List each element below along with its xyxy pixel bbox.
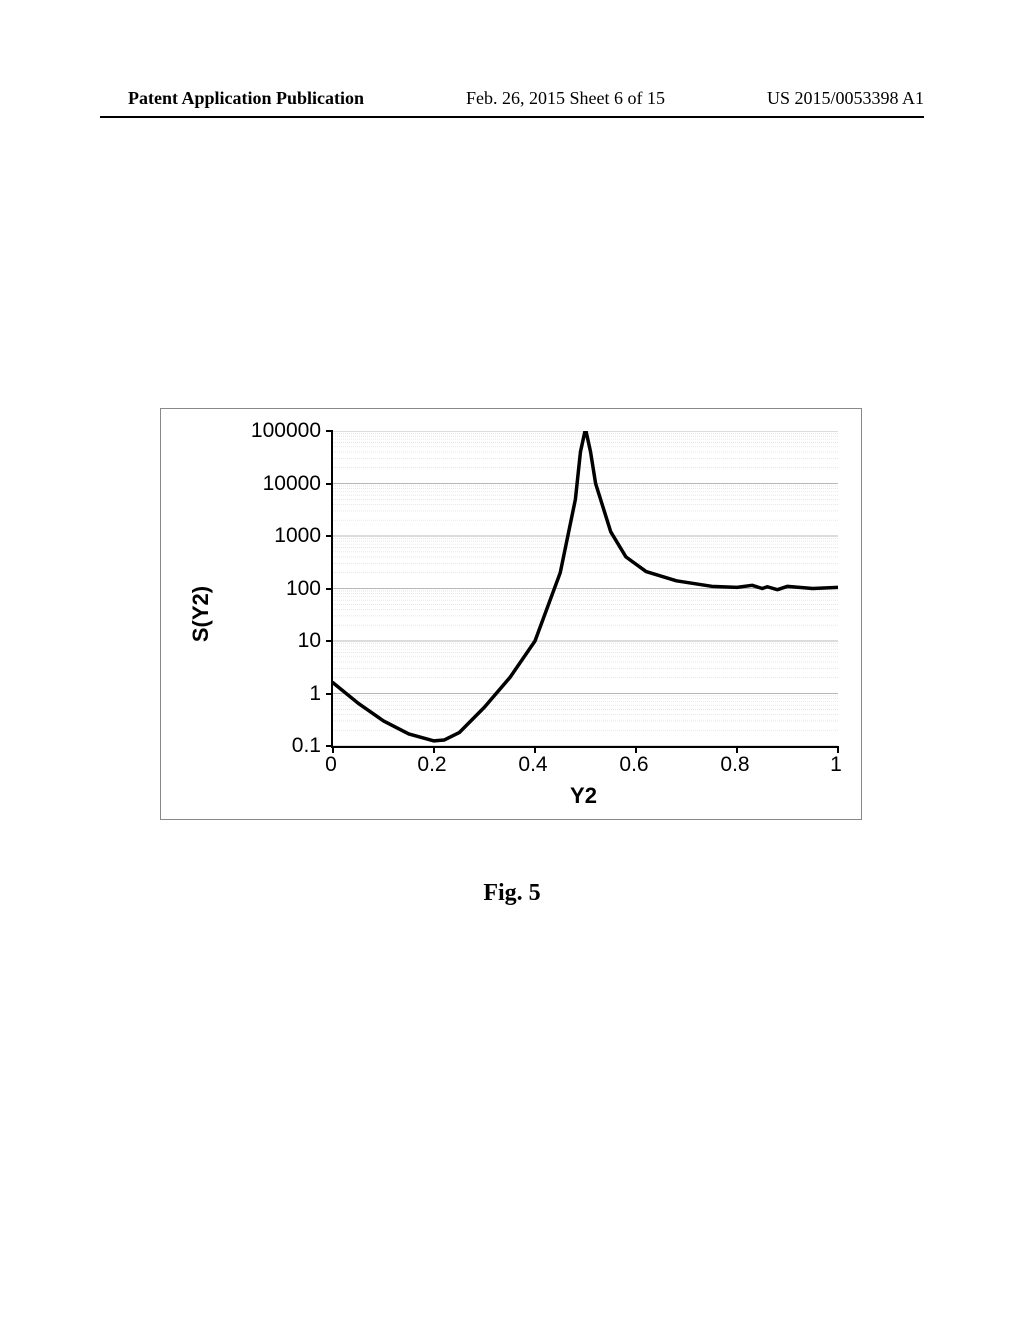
x-tick-mark [332,746,334,753]
y-tick-label: 1 [309,682,321,706]
header-center: Feb. 26, 2015 Sheet 6 of 15 [466,88,665,109]
x-tick-label: 0.8 [720,753,749,777]
header-left: Patent Application Publication [128,88,364,109]
y-tick-label: 100 [286,577,321,601]
header-right: US 2015/0053398 A1 [767,88,924,109]
y-tick-label: 1000 [274,524,321,548]
data-line [333,431,838,741]
header-rule [100,116,924,118]
x-tick-mark [837,746,839,753]
y-tick-mark [326,640,333,642]
x-tick-mark [635,746,637,753]
y-tick-label: 10 [298,629,321,653]
y-tick-mark [326,535,333,537]
x-tick-mark [433,746,435,753]
y-axis-label: S(Y2) [188,586,214,642]
y-tick-label: 10000 [263,472,321,496]
x-tick-label: 1 [830,753,842,777]
chart-container: S(Y2) Y2 0.1 1 10 100 1000 10000 100000 0 0.2 0.4… [160,408,862,820]
x-tick-mark [534,746,536,753]
y-tick-label: 100000 [251,419,321,443]
figure-caption: Fig. 5 [0,880,1024,907]
chart-svg [333,431,838,746]
page-header: Patent Application Publication Feb. 26, … [0,88,1024,109]
y-tick-mark [326,588,333,590]
x-tick-label: 0.4 [518,753,547,777]
x-axis-label: Y2 [331,783,836,809]
y-tick-mark [326,693,333,695]
x-tick-label: 0 [325,753,337,777]
x-tick-label: 0.6 [619,753,648,777]
y-tick-mark [326,483,333,485]
y-tick-mark [326,430,333,432]
x-tick-mark [736,746,738,753]
y-tick-label: 0.1 [292,734,321,758]
x-tick-label: 0.2 [417,753,446,777]
plot-area [331,431,838,748]
